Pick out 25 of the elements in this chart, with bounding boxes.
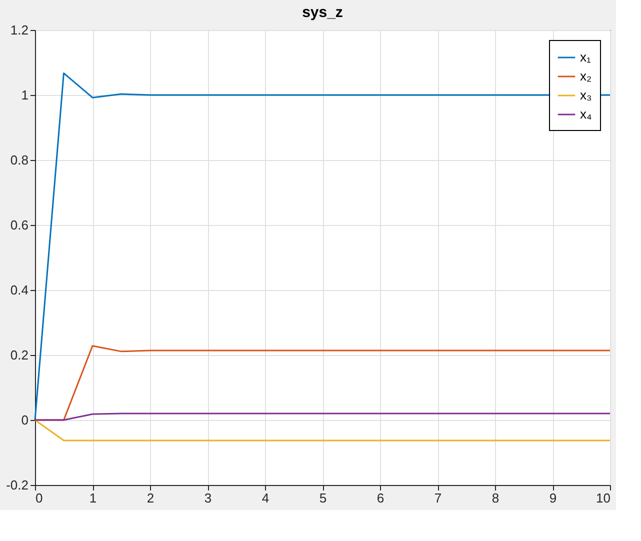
x-tick-label: 6 xyxy=(376,490,384,506)
x-tick-label: 9 xyxy=(549,490,557,506)
y-tick-label: 0.2 xyxy=(10,348,28,362)
x-tick-label: 10 xyxy=(596,490,610,506)
x-tick-label: 4 xyxy=(262,490,270,506)
x-tick-label: 8 xyxy=(492,490,500,506)
y-tick-label: 0.8 xyxy=(10,152,28,168)
line-series xyxy=(34,72,611,421)
x-tick-label: 3 xyxy=(204,490,212,506)
legend-label: x₃ xyxy=(580,88,592,102)
y-tick-label: 0.4 xyxy=(10,282,28,298)
x-tick-label: 2 xyxy=(146,490,154,506)
legend-label: x₂ xyxy=(580,68,592,84)
chart-title: sys_z xyxy=(302,4,343,21)
legend-label: x₁ xyxy=(580,50,592,64)
x-tick-label: 7 xyxy=(434,490,442,506)
x-tick-label: 5 xyxy=(319,490,327,506)
legend-label: x₄ xyxy=(580,106,592,122)
y-tick-label: 0.6 xyxy=(10,218,28,232)
y-tick-label: 1 xyxy=(21,88,28,102)
y-tick-label: 0 xyxy=(21,412,28,428)
x-tick-label: 1 xyxy=(89,490,97,506)
y-tick-label: -0.2 xyxy=(6,478,28,492)
y-tick-label: 1.2 xyxy=(10,22,28,38)
x-tick-label: 0 xyxy=(36,490,43,506)
